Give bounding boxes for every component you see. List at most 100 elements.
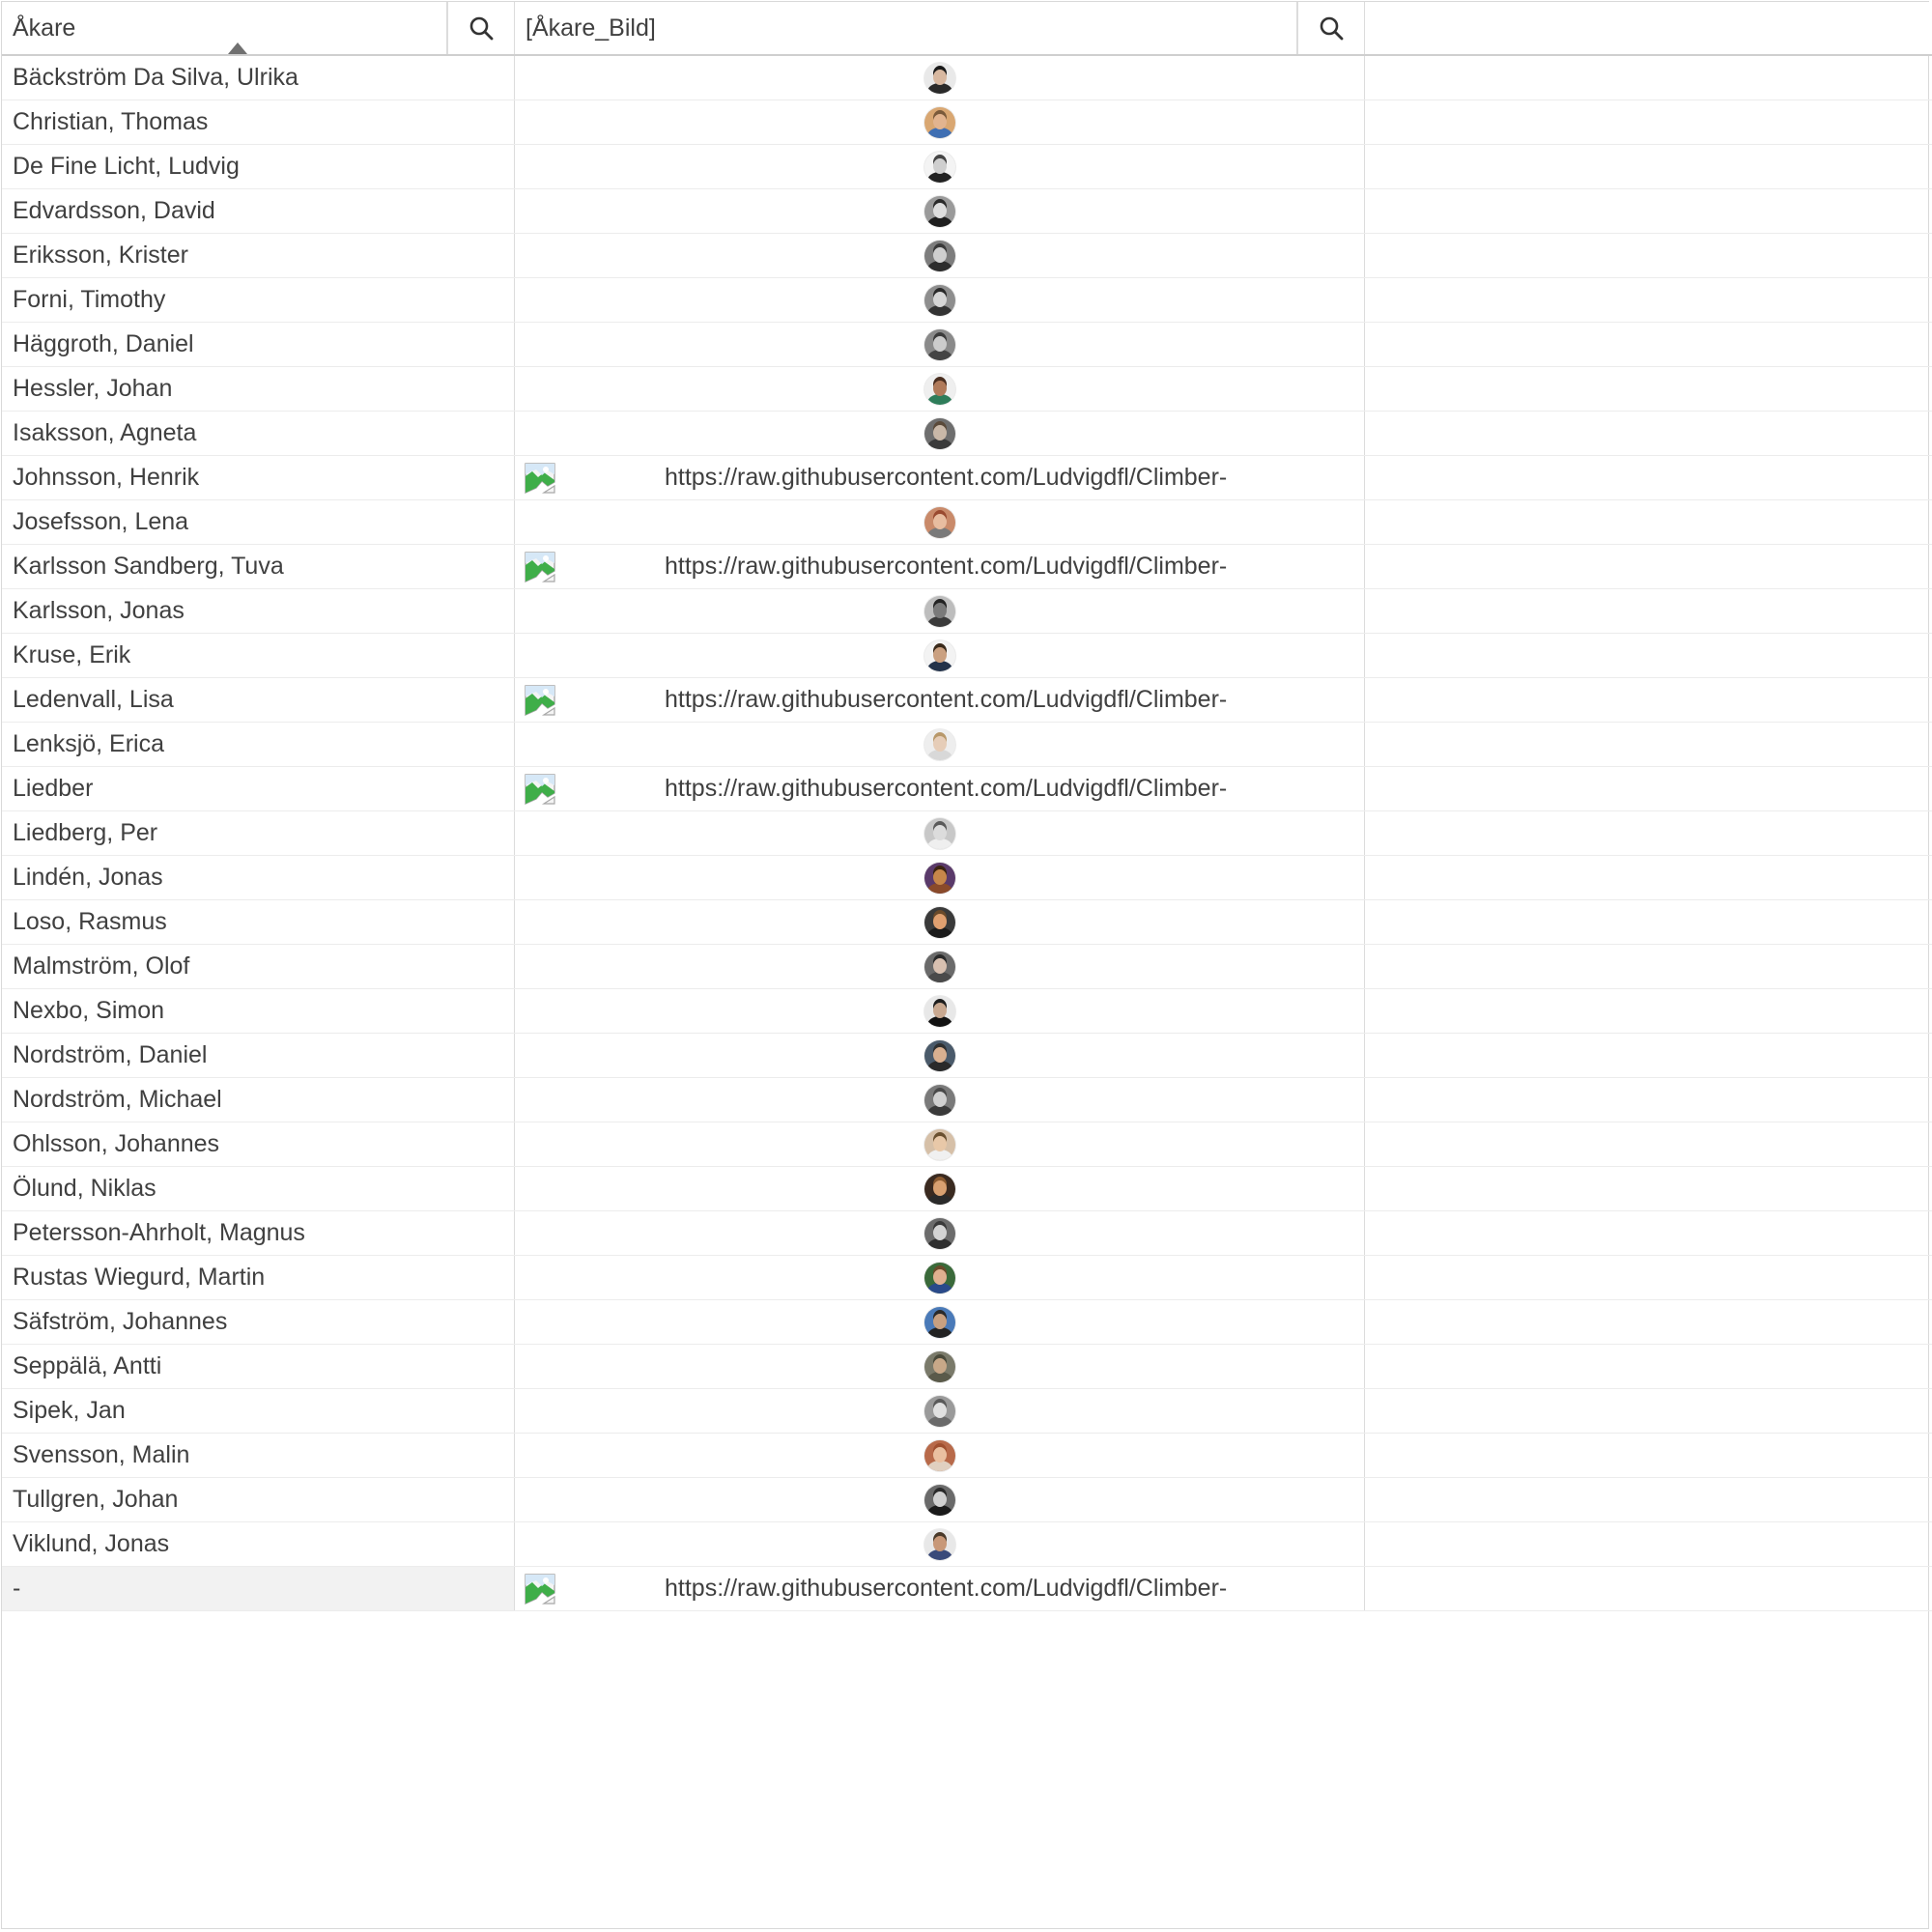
owner-name-cell[interactable]: Sipek, Jan <box>2 1389 515 1433</box>
owner-image-cell <box>515 1434 1365 1477</box>
table-row[interactable]: Forni, Timothy <box>2 278 1932 323</box>
owner-name-cell[interactable]: De Fine Licht, Ludvig <box>2 145 515 188</box>
table-row[interactable]: Petersson-Ahrholt, Magnus <box>2 1211 1932 1256</box>
image-url-text: https://raw.githubusercontent.com/Ludvig… <box>665 775 1228 802</box>
owner-name-cell[interactable]: Eriksson, Krister <box>2 234 515 277</box>
table-row[interactable]: Christian, Thomas <box>2 100 1932 145</box>
search-column-akare-bild-button[interactable] <box>1297 2 1365 54</box>
owner-name-cell[interactable]: Forni, Timothy <box>2 278 515 322</box>
image-url-text: https://raw.githubusercontent.com/Ludvig… <box>665 686 1228 713</box>
broken-image-icon <box>525 774 555 805</box>
owner-name-cell[interactable]: Seppälä, Antti <box>2 1345 515 1388</box>
owner-image-cell <box>515 1078 1365 1122</box>
broken-image-icon <box>525 1574 555 1605</box>
table-row[interactable]: Nordström, Michael <box>2 1078 1932 1122</box>
table-row[interactable]: Viklund, Jonas <box>2 1522 1932 1567</box>
avatar <box>923 1484 955 1516</box>
table-row[interactable]: Ledenvall, Lisa https://raw.githubusercon… <box>2 678 1932 723</box>
table-row[interactable]: Seppälä, Antti <box>2 1345 1932 1389</box>
table-row[interactable]: Tullgren, Johan <box>2 1478 1932 1522</box>
owner-name-cell[interactable]: Petersson-Ahrholt, Magnus <box>2 1211 515 1255</box>
table-row[interactable]: Nordström, Daniel <box>2 1034 1932 1078</box>
owner-name-cell[interactable]: Tullgren, Johan <box>2 1478 515 1521</box>
owner-name-cell[interactable]: Hessler, Johan <box>2 367 515 411</box>
table-row[interactable]: Loso, Rasmus <box>2 900 1932 945</box>
table-row[interactable]: Josefsson, Lena <box>2 500 1932 545</box>
table-row[interactable]: Johnsson, Henrik https://raw.githubuserco… <box>2 456 1932 500</box>
table-row[interactable]: Säfström, Johannes <box>2 1300 1932 1345</box>
owner-name-cell[interactable]: Malmström, Olof <box>2 945 515 988</box>
table-row[interactable]: Kruse, Erik <box>2 634 1932 678</box>
table-row[interactable]: Malmström, Olof <box>2 945 1932 989</box>
table-row[interactable]: Rustas Wiegurd, Martin <box>2 1256 1932 1300</box>
owner-name-cell[interactable]: Nordström, Michael <box>2 1078 515 1122</box>
owner-name-cell[interactable]: Viklund, Jonas <box>2 1522 515 1566</box>
sort-ascending-icon[interactable] <box>228 43 247 54</box>
owner-name-cell[interactable]: Isaksson, Agneta <box>2 412 515 455</box>
table-row[interactable]: Ölund, Niklas <box>2 1167 1932 1211</box>
owner-name-cell[interactable]: Edvardsson, David <box>2 189 515 233</box>
avatar <box>923 328 955 360</box>
search-icon <box>1320 16 1344 41</box>
table-row[interactable]: Karlsson, Jonas <box>2 589 1932 634</box>
owner-name-cell[interactable]: Johnsson, Henrik <box>2 456 515 499</box>
owner-image-cell <box>515 278 1365 322</box>
table-row[interactable]: Hessler, Johan <box>2 367 1932 412</box>
owner-name-cell[interactable]: Ölund, Niklas <box>2 1167 515 1210</box>
owner-name-cell[interactable]: Ledenvall, Lisa <box>2 678 515 722</box>
image-url-text: https://raw.githubusercontent.com/Ludvig… <box>665 553 1228 580</box>
owner-name-cell[interactable]: Loso, Rasmus <box>2 900 515 944</box>
table-row[interactable]: De Fine Licht, Ludvig <box>2 145 1932 189</box>
avatar <box>923 195 955 227</box>
owner-name-cell[interactable]: Lindén, Jonas <box>2 856 515 899</box>
owner-name-cell[interactable]: Josefsson, Lena <box>2 500 515 544</box>
owner-name-cell[interactable]: Karlsson, Jonas <box>2 589 515 633</box>
owner-image-cell: https://raw.githubusercontent.com/Ludvig… <box>515 545 1365 588</box>
owner-name-cell[interactable]: Ohlsson, Johannes <box>2 1122 515 1166</box>
table-row[interactable]: Ohlsson, Johannes <box>2 1122 1932 1167</box>
table-row[interactable]: - https://raw.githubusercontent.com/Ludvi… <box>2 1567 1932 1611</box>
owner-name-cell[interactable]: Christian, Thomas <box>2 100 515 144</box>
column-header-akare-bild[interactable]: [Åkare_Bild] <box>515 2 1297 54</box>
owner-name-cell[interactable]: Säfström, Johannes <box>2 1300 515 1344</box>
table-row[interactable]: Häggroth, Daniel <box>2 323 1932 367</box>
table-row[interactable]: Eriksson, Krister <box>2 234 1932 278</box>
owner-name-cell[interactable]: Häggroth, Daniel <box>2 323 515 366</box>
table-row[interactable]: Edvardsson, David <box>2 189 1932 234</box>
owner-name-cell[interactable]: Lenksjö, Erica <box>2 723 515 766</box>
table-row[interactable]: Lenksjö, Erica <box>2 723 1932 767</box>
owner-name-cell[interactable]: Liedber <box>2 767 515 810</box>
owner-image-cell: https://raw.githubusercontent.com/Ludvig… <box>515 456 1365 499</box>
avatar <box>923 906 955 938</box>
owner-image-cell <box>515 100 1365 144</box>
table-row[interactable]: Nexbo, Simon <box>2 989 1932 1034</box>
owner-name-cell[interactable]: - <box>2 1567 515 1610</box>
owner-name-cell[interactable]: Liedberg, Per <box>2 811 515 855</box>
table-row[interactable]: Liedber https://raw.githubusercontent.com… <box>2 767 1932 811</box>
table-row[interactable]: Isaksson, Agneta <box>2 412 1932 456</box>
owner-image-cell <box>515 1211 1365 1255</box>
search-column-akare-button[interactable] <box>447 2 515 54</box>
avatar <box>923 151 955 183</box>
owner-name-cell[interactable]: Kruse, Erik <box>2 634 515 677</box>
table-row[interactable]: Liedberg, Per <box>2 811 1932 856</box>
table-row[interactable]: Sipek, Jan <box>2 1389 1932 1434</box>
owner-name-cell[interactable]: Rustas Wiegurd, Martin <box>2 1256 515 1299</box>
table-row[interactable]: Karlsson Sandberg, Tuva https://raw.githu… <box>2 545 1932 589</box>
column-header-akare-bild-label: [Åkare_Bild] <box>526 14 656 42</box>
owner-name-cell[interactable]: Nordström, Daniel <box>2 1034 515 1077</box>
owner-name-cell[interactable]: Karlsson Sandberg, Tuva <box>2 545 515 588</box>
table-row[interactable]: Lindén, Jonas <box>2 856 1932 900</box>
owner-name-cell[interactable]: Svensson, Malin <box>2 1434 515 1477</box>
owner-image-cell <box>515 1256 1365 1299</box>
table-row[interactable]: Svensson, Malin <box>2 1434 1932 1478</box>
owner-image-cell <box>515 323 1365 366</box>
column-header-akare[interactable]: Åkare <box>2 2 447 54</box>
owner-image-cell <box>515 1167 1365 1210</box>
owner-name-cell[interactable]: Nexbo, Simon <box>2 989 515 1033</box>
avatar <box>923 240 955 271</box>
owner-name-cell[interactable]: Bäckström Da Silva, Ulrika <box>2 56 515 99</box>
table-row[interactable]: Bäckström Da Silva, Ulrika <box>2 56 1932 100</box>
owner-image-cell <box>515 1345 1365 1388</box>
avatar <box>923 417 955 449</box>
